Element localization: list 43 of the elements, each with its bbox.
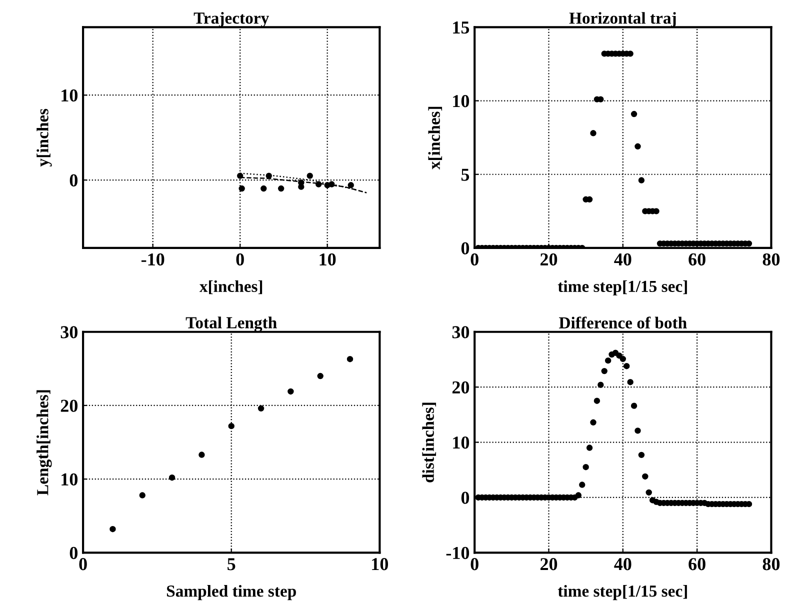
y-tick-label: 10 xyxy=(453,95,470,108)
chart-title: Difference of both xyxy=(559,316,687,328)
y-axis-title: y[inches xyxy=(36,108,52,167)
x-tick-label: 40 xyxy=(614,253,632,266)
x-tick-label: 10 xyxy=(372,558,388,570)
y-tick-label: 30 xyxy=(452,326,470,338)
x-tick-label: -10 xyxy=(141,253,164,266)
x-tick-label: 10 xyxy=(320,253,336,266)
x-tick-label: 80 xyxy=(762,253,780,266)
y-axis-title: x[inches] xyxy=(428,106,442,170)
y-tick-label: 20 xyxy=(452,381,470,394)
x-axis-title: Sampled time step xyxy=(166,585,296,600)
y-tick-label: 0 xyxy=(461,242,470,254)
y-tick-label: 0 xyxy=(70,546,78,560)
x-axis-title: time step[1/15 sec] xyxy=(558,585,687,600)
y-tick-label: 20 xyxy=(60,400,78,412)
y-tick-label: 10 xyxy=(62,473,78,486)
x-tick-label: 20 xyxy=(540,558,558,570)
y-axis-title: dist[inches] xyxy=(422,402,436,482)
chart-title: Horizontal traj xyxy=(569,12,676,28)
y-tick-label: 0 xyxy=(70,174,78,186)
chart-title: Trajectory xyxy=(194,12,269,28)
y-tick-label: 10 xyxy=(62,89,78,102)
y-tick-label: 15 xyxy=(453,22,470,34)
x-tick-label: 60 xyxy=(688,558,706,570)
x-tick-label: 0 xyxy=(79,558,87,570)
x-tick-label: 5 xyxy=(228,558,236,570)
y-tick-label: 30 xyxy=(60,326,78,338)
chart-title: Total Length xyxy=(186,316,277,332)
y-tick-label: 10 xyxy=(453,436,470,449)
y-tick-label: 5 xyxy=(461,168,470,181)
x-tick-label: 60 xyxy=(688,253,706,266)
x-tick-label: 40 xyxy=(614,558,632,570)
x-tick-label: 20 xyxy=(540,253,558,266)
y-tick-label: 0 xyxy=(461,492,470,504)
y-axis-title: Length[inches] xyxy=(36,390,52,496)
x-axis-title: time step[1/15 sec] xyxy=(558,280,687,296)
x-tick-label: 0 xyxy=(470,558,478,570)
x-tick-label: 0 xyxy=(470,253,478,266)
y-tick-label: -10 xyxy=(446,546,470,560)
x-tick-label: 80 xyxy=(762,558,780,570)
x-axis-title: x[inches] xyxy=(199,280,262,294)
x-tick-label: 0 xyxy=(236,253,244,266)
